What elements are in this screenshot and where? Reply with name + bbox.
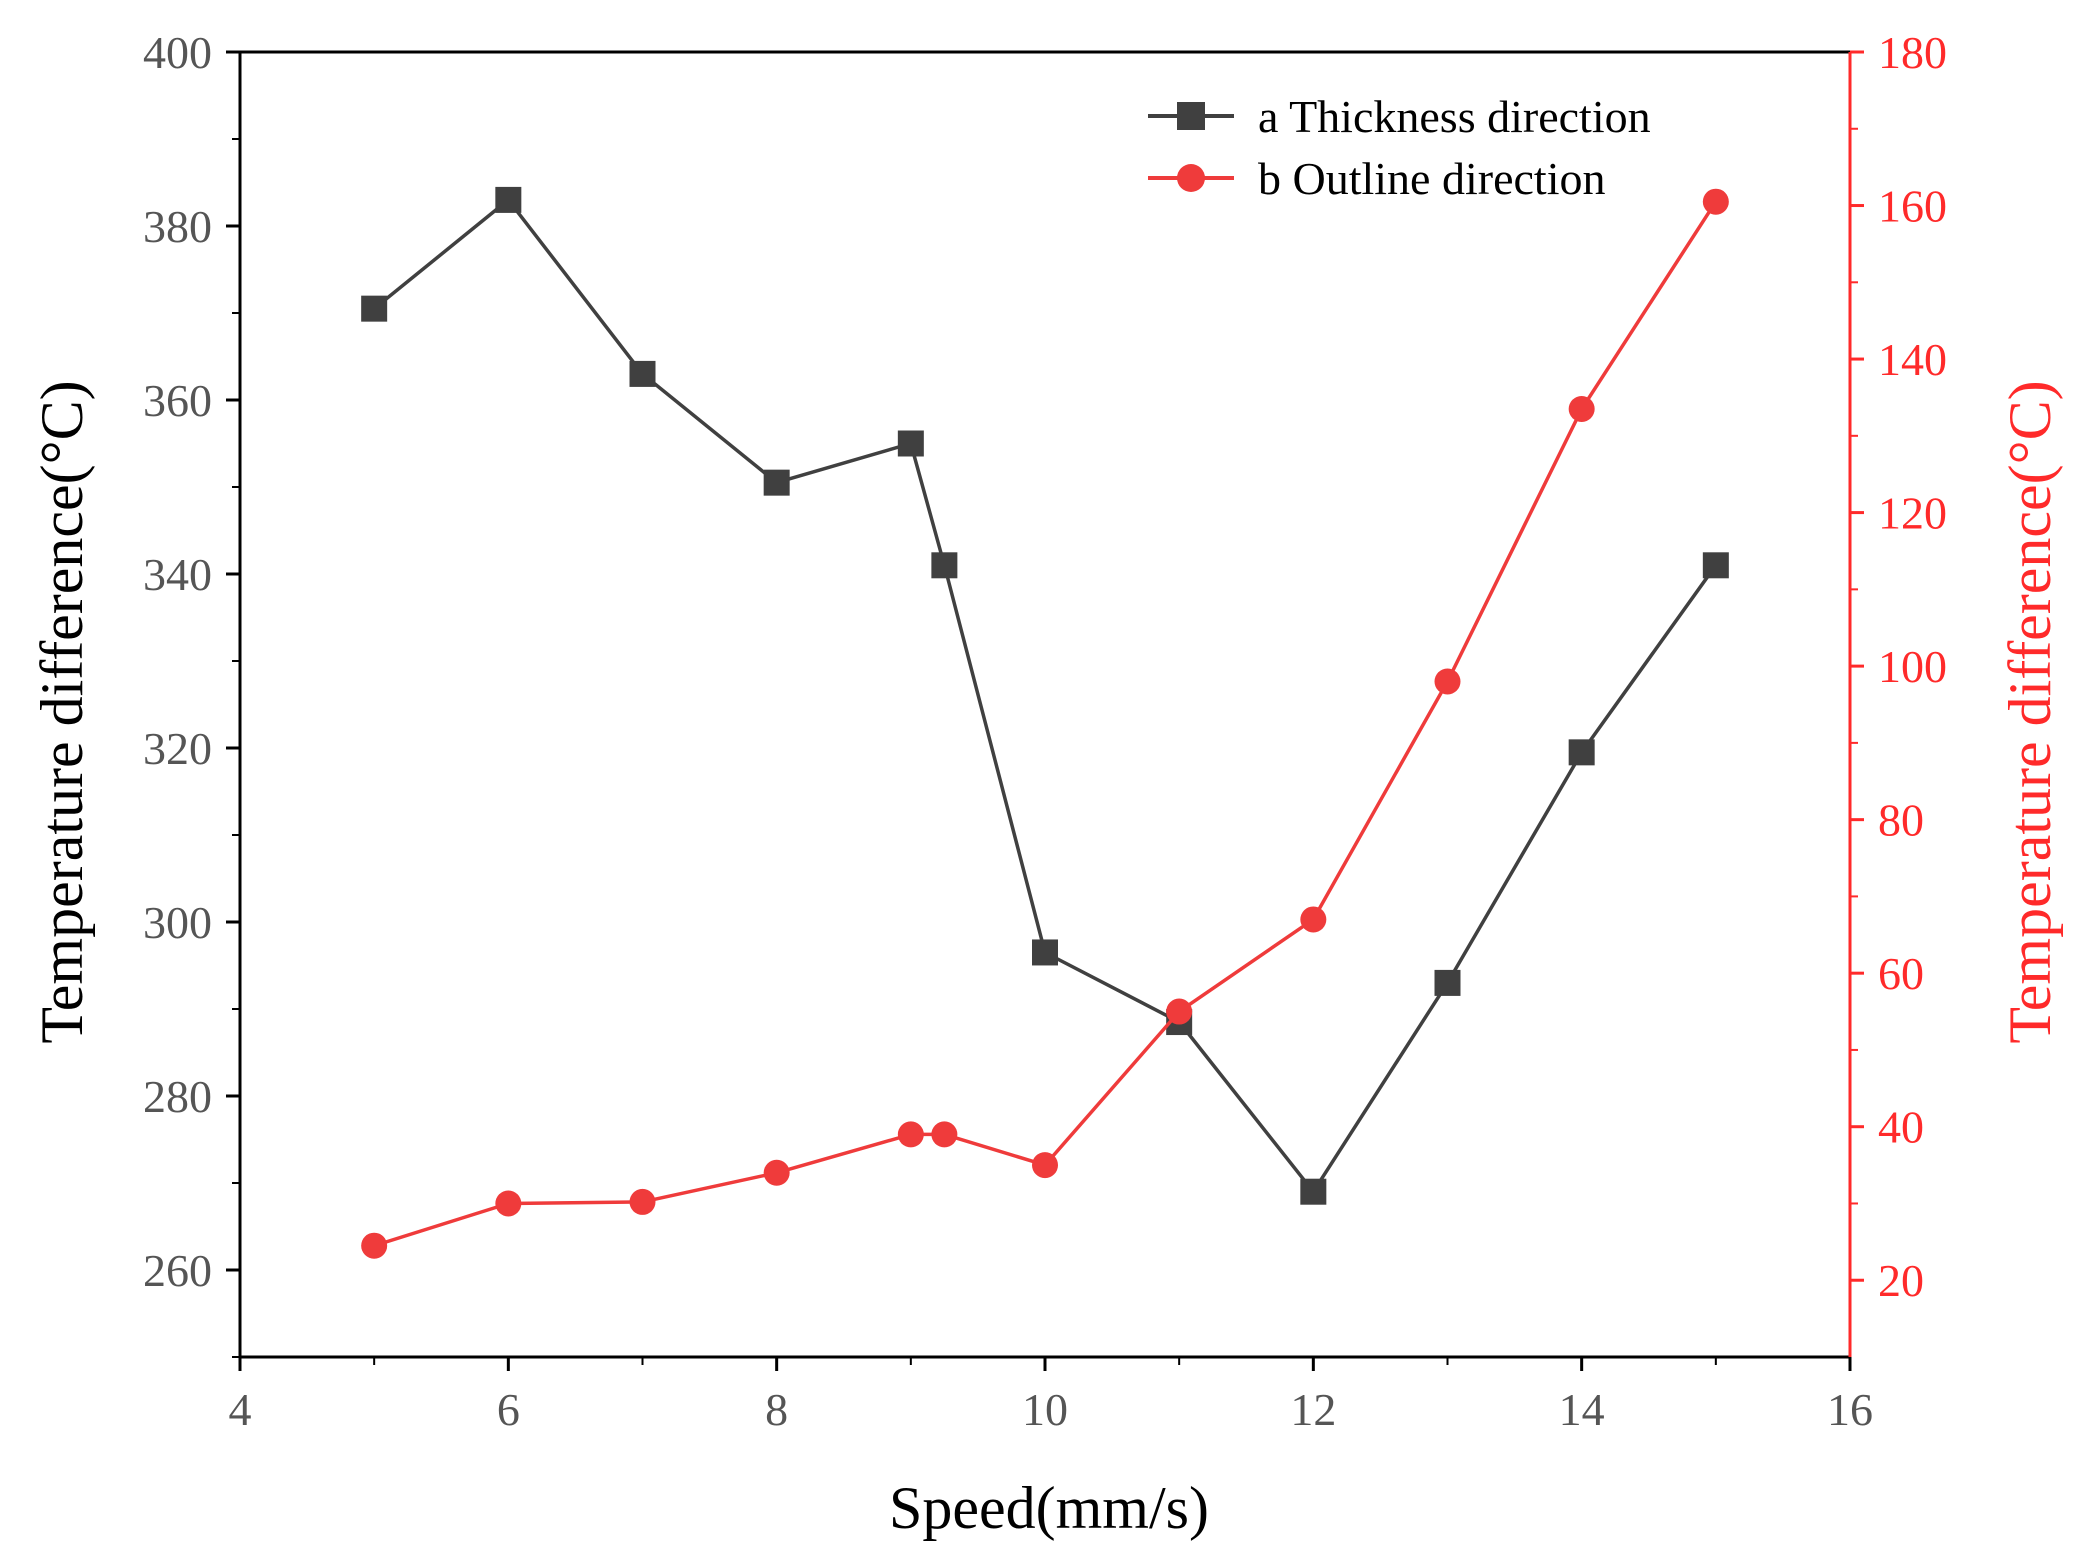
data-point-b bbox=[1434, 668, 1461, 695]
series-line-a bbox=[373, 198, 1718, 1194]
data-point-a bbox=[1300, 1178, 1327, 1205]
y-tick-label-right: 100 bbox=[1878, 641, 1947, 692]
x-tick-label: 6 bbox=[497, 1384, 520, 1435]
y-tick-label-right: 160 bbox=[1878, 181, 1947, 232]
data-point-b bbox=[1300, 906, 1327, 933]
axes: 4 6 8 10 12 14 16 260 280 300 320 340 360 380 400 20 40 6… bbox=[143, 27, 1947, 1435]
y-tick-label-right: 180 bbox=[1878, 27, 1947, 78]
x-tick-label: 12 bbox=[1290, 1384, 1336, 1435]
data-point-b bbox=[763, 1159, 790, 1186]
data-point-b bbox=[897, 1121, 924, 1148]
y-tick-label-left: 280 bbox=[143, 1071, 212, 1122]
y-tick-label-left: 380 bbox=[143, 201, 212, 252]
y-tick-label-right: 60 bbox=[1878, 948, 1924, 999]
y-tick-label-right: 20 bbox=[1878, 1255, 1924, 1306]
data-point-a bbox=[361, 295, 388, 322]
x-tick-label: 10 bbox=[1022, 1384, 1068, 1435]
y-tick-label-left: 340 bbox=[143, 549, 212, 600]
legend-marker-a bbox=[1177, 102, 1205, 130]
data-point-a bbox=[1434, 969, 1461, 996]
data-point-a bbox=[495, 186, 522, 213]
x-tick-label: 8 bbox=[765, 1384, 788, 1435]
legend-label-b: b Outline direction bbox=[1258, 153, 1605, 204]
data-point-b bbox=[361, 1232, 388, 1259]
data-point-a bbox=[1568, 739, 1595, 766]
y-tick-label-right: 120 bbox=[1878, 488, 1947, 539]
x-tick-label: 16 bbox=[1827, 1384, 1873, 1435]
x-axis-title: Speed(mm/s) bbox=[889, 1475, 1209, 1541]
y-tick-label-right: 140 bbox=[1878, 334, 1947, 385]
data-point-a bbox=[629, 360, 656, 387]
y-tick-label-left: 400 bbox=[143, 27, 212, 78]
legend: a Thickness direction b Outline directio… bbox=[1148, 91, 1651, 204]
data-point-a bbox=[1032, 939, 1058, 966]
series-line-b bbox=[373, 200, 1718, 1248]
data-point-b bbox=[931, 1121, 958, 1148]
y-tick-label-left: 300 bbox=[143, 897, 212, 948]
data-point-b bbox=[1568, 395, 1595, 422]
data-point-a bbox=[931, 552, 958, 579]
data-point-b bbox=[1166, 998, 1193, 1025]
x-tick-label: 14 bbox=[1559, 1384, 1605, 1435]
y-tick-label-left: 320 bbox=[143, 723, 212, 774]
data-point-a bbox=[897, 430, 924, 457]
y-tick-label-left: 360 bbox=[143, 375, 212, 426]
legend-label-a: a Thickness direction bbox=[1258, 91, 1651, 142]
x-tick-label: 4 bbox=[229, 1384, 252, 1435]
data-point-b bbox=[495, 1190, 522, 1217]
data-point-a bbox=[763, 469, 790, 496]
y-tick-label-right: 40 bbox=[1878, 1102, 1924, 1153]
y-tick-label-left: 260 bbox=[143, 1245, 212, 1296]
data-point-a bbox=[1702, 552, 1729, 579]
y-axis-title-right: Temperature difference(°C) bbox=[1997, 380, 2063, 1043]
data-point-b bbox=[1702, 188, 1729, 215]
data-point-b bbox=[1032, 1152, 1058, 1179]
legend-marker-b bbox=[1177, 164, 1205, 192]
data-point-b bbox=[629, 1188, 656, 1215]
series-layer bbox=[361, 186, 1729, 1259]
y-axis-title-left: Temperature difference(°C) bbox=[29, 380, 95, 1043]
y-tick-label-right: 80 bbox=[1878, 795, 1924, 846]
